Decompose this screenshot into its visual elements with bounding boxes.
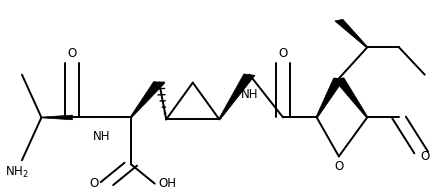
Text: O: O: [89, 177, 98, 190]
Text: OH: OH: [158, 177, 176, 190]
Polygon shape: [335, 19, 368, 48]
Polygon shape: [334, 78, 368, 118]
Polygon shape: [218, 74, 255, 120]
Text: NH: NH: [241, 88, 258, 101]
Text: NH: NH: [93, 130, 111, 143]
Polygon shape: [41, 115, 72, 120]
Polygon shape: [316, 78, 344, 118]
Text: O: O: [278, 47, 288, 60]
Text: O: O: [334, 160, 344, 173]
Polygon shape: [130, 82, 165, 118]
Text: NH$_2$: NH$_2$: [5, 164, 29, 180]
Text: O: O: [68, 47, 77, 60]
Text: O: O: [420, 150, 429, 163]
